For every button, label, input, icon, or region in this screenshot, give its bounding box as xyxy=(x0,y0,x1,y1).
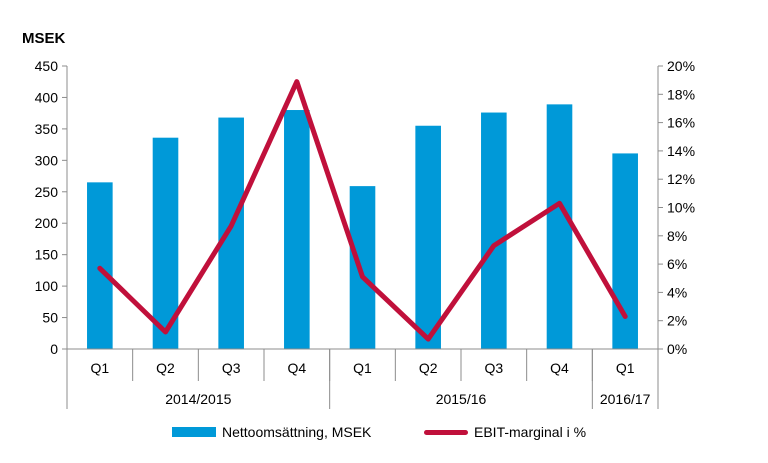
legend-label-ebit: EBIT-marginal i % xyxy=(474,424,587,440)
y-tick-label-left: 150 xyxy=(35,247,59,263)
x-group-label: 2016/17 xyxy=(600,391,651,407)
bar-revenue xyxy=(218,117,244,350)
combo-chart: 0 50 100 150 200 250 300 350 400 450 0% 2% 4% 6% 8% 10%… xyxy=(35,58,695,409)
y-tick-label-left: 350 xyxy=(35,121,59,137)
y-tick-label-left: 400 xyxy=(35,89,59,105)
bar-revenue xyxy=(612,153,638,349)
bar-revenue xyxy=(415,125,441,349)
y-tick-label-right: 8% xyxy=(667,228,687,244)
x-tick-label: Q1 xyxy=(353,360,372,376)
y-tick-label-left: 300 xyxy=(35,152,59,168)
y-tick-label-right: 12% xyxy=(667,171,695,187)
legend-label-revenue: Nettoomsättning, MSEK xyxy=(222,424,372,440)
y-tick-label-right: 10% xyxy=(667,200,695,216)
y-tick-label-left: 50 xyxy=(42,310,58,326)
bar-revenue xyxy=(481,112,507,349)
bar-revenue xyxy=(284,110,310,350)
bar-revenue xyxy=(349,186,376,349)
y-tick-label-right: 6% xyxy=(667,256,687,272)
x-tick-label: Q3 xyxy=(484,360,503,376)
x-tick-label: Q1 xyxy=(616,360,635,376)
bar-revenue xyxy=(87,182,113,349)
y-tick-label-right: 0% xyxy=(667,341,687,357)
y-tick-label-left: 0 xyxy=(50,341,58,357)
bar-revenue xyxy=(546,104,573,350)
x-group-label: 2015/16 xyxy=(436,391,487,407)
y-tick-label-right: 4% xyxy=(667,284,687,300)
y-tick-label-left: 250 xyxy=(35,184,59,200)
legend: Nettoomsättning, MSEK EBIT-marginal i % xyxy=(0,424,768,448)
y-tick-label-left: 200 xyxy=(35,215,59,231)
legend-item-revenue: Nettoomsättning, MSEK xyxy=(172,424,371,440)
x-tick-label: Q4 xyxy=(287,360,306,376)
y-tick-label-right: 14% xyxy=(667,143,695,159)
y-tick-label-left: 450 xyxy=(35,58,59,74)
x-tick-label: Q2 xyxy=(156,360,175,376)
x-tick-label: Q1 xyxy=(90,360,109,376)
x-tick-label: Q4 xyxy=(550,360,569,376)
y-tick-label-left: 100 xyxy=(35,278,59,294)
legend-swatch-line xyxy=(424,429,468,435)
y-axis-unit-title: MSEK xyxy=(22,30,66,47)
x-tick-label: Q3 xyxy=(222,360,241,376)
y-tick-label-right: 2% xyxy=(667,313,687,329)
y-tick-label-right: 18% xyxy=(667,86,695,102)
x-group-label: 2014/2015 xyxy=(165,391,231,407)
x-tick-label: Q2 xyxy=(419,360,438,376)
legend-swatch-bar xyxy=(172,427,216,437)
y-tick-label-right: 16% xyxy=(667,115,695,131)
y-tick-label-right: 20% xyxy=(667,58,695,74)
legend-item-ebit: EBIT-marginal i % xyxy=(424,424,586,440)
